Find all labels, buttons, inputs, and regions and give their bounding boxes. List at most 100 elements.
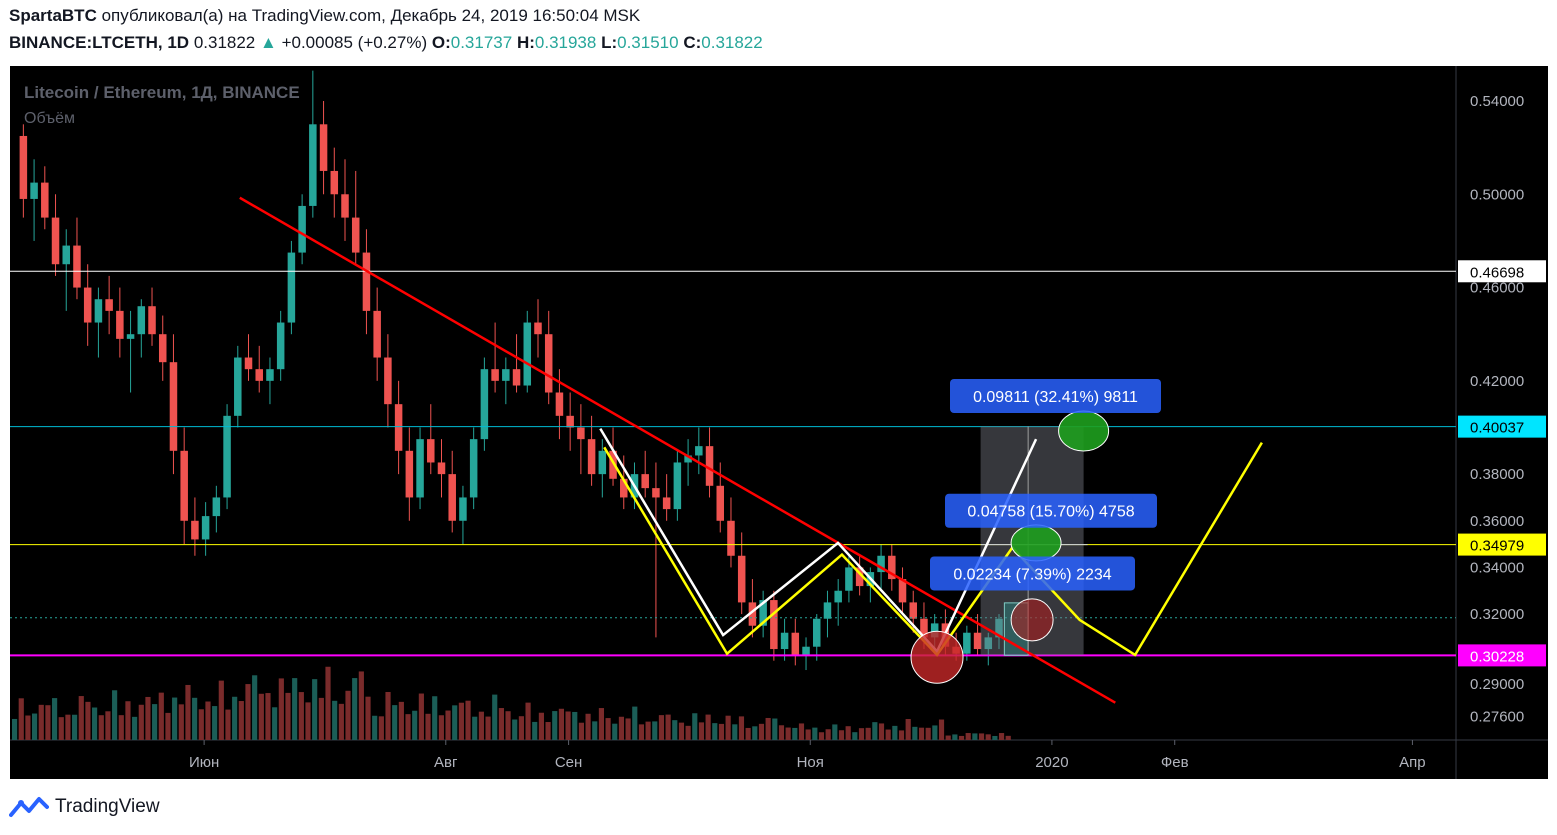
volume-bar: [405, 714, 411, 740]
volume-bar: [592, 721, 598, 740]
volume-bar: [472, 716, 478, 740]
symbol-label[interactable]: BINANCE:LTCETH, 1D: [9, 33, 190, 52]
target-circle-1[interactable]: [1010, 524, 1062, 562]
candle-body: [212, 497, 221, 517]
volume-bar: [352, 678, 358, 740]
volume-bar: [652, 721, 658, 740]
candle-body: [287, 252, 296, 323]
volume-bar: [205, 701, 211, 740]
volume-bar: [925, 727, 931, 740]
level-price-tag-magenta[interactable]: [1458, 644, 1546, 667]
candle-body: [544, 334, 553, 393]
candle-body: [652, 488, 660, 498]
volume-bar: [978, 733, 985, 740]
candle-body: [319, 124, 328, 171]
y-tick-label: 0.46000: [1470, 280, 1524, 297]
volume-bar: [958, 735, 965, 740]
volume-bar: [665, 714, 671, 740]
candle-body: [598, 450, 607, 475]
y-tick-label: 0.34000: [1470, 559, 1524, 576]
volume-bar: [878, 723, 885, 740]
stop-circle[interactable]: [910, 630, 964, 684]
level-price-tag-cyan[interactable]: [1458, 415, 1546, 438]
volume-bar: [425, 713, 431, 740]
volume-bar: [78, 696, 84, 740]
x-tick-label: Июн: [189, 754, 219, 771]
volume-bar: [138, 704, 144, 740]
volume-bar: [825, 729, 831, 740]
y-tick-label: 0.27600: [1470, 709, 1524, 726]
w-pattern-yellow[interactable]: [603, 442, 1263, 657]
volume-bar: [718, 723, 725, 740]
candle-body: [512, 369, 521, 386]
footer-brand[interactable]: TradingView: [9, 795, 160, 819]
volume-bar: [32, 713, 38, 740]
open-value: 0.31737: [450, 33, 513, 52]
candle-body: [491, 369, 499, 381]
volume-bar: [52, 698, 58, 740]
volume-bar: [25, 715, 31, 740]
candle-body: [448, 474, 456, 521]
volume-bar: [618, 716, 625, 740]
volume-bar: [185, 684, 191, 740]
candle-body: [137, 306, 146, 335]
volume-bar: [465, 700, 471, 740]
volume-bar: [518, 716, 524, 740]
volume-bar: [165, 712, 171, 740]
volume-bar: [258, 693, 264, 740]
volume-bar: [545, 722, 551, 740]
volume-bar: [585, 713, 591, 740]
volume-bar: [698, 722, 705, 740]
author-name[interactable]: SpartaBTC: [9, 6, 97, 25]
volume-bar: [645, 721, 651, 740]
volume-bar: [538, 712, 544, 740]
volume-bar: [178, 704, 184, 740]
ohlc-line: BINANCE:LTCETH, 1D 0.31822 ▲ +0.00085 (+…: [9, 33, 763, 53]
level-price-tag-yellow[interactable]: [1458, 533, 1546, 556]
volume-bar: [398, 701, 404, 740]
candle-body: [502, 369, 510, 381]
volume-bar: [485, 716, 491, 740]
volume-bar: [845, 726, 851, 740]
volume-bar: [1005, 735, 1011, 740]
volume-bar: [65, 714, 71, 740]
volume-bar: [572, 711, 578, 740]
target-circle-2[interactable]: [1058, 410, 1110, 452]
candle-body: [169, 362, 178, 451]
candle-body: [684, 455, 692, 463]
volume-bar: [685, 725, 691, 740]
downtrend-line[interactable]: [239, 196, 1116, 704]
volume-bar: [92, 707, 98, 740]
y-tick-label: 0.42000: [1470, 373, 1524, 390]
volume-bar: [672, 720, 678, 740]
candle-body: [223, 415, 231, 498]
volume-bar: [332, 700, 338, 740]
candle-body: [94, 299, 103, 323]
entry-circle[interactable]: [1010, 598, 1054, 642]
candle-body: [394, 404, 403, 451]
volume-bar: [265, 693, 271, 740]
candle-body: [416, 439, 424, 498]
candle-body: [298, 205, 306, 253]
candle-body: [116, 310, 124, 339]
volume-bar: [998, 733, 1005, 740]
close-label: C:: [683, 33, 702, 52]
candle-body: [276, 322, 285, 370]
candle-body: [791, 632, 800, 657]
volume-bar: [972, 733, 978, 740]
volume-bar: [912, 726, 918, 740]
level-price-tag-white[interactable]: [1458, 260, 1546, 283]
volume-bar: [278, 678, 284, 740]
candle-body: [191, 520, 199, 540]
volume-bar: [345, 690, 351, 740]
level-price-label-cyan: 0.40037: [1470, 420, 1524, 437]
candle-body: [823, 602, 832, 619]
volume-bar: [772, 718, 778, 740]
high-value: 0.31938: [534, 33, 597, 52]
volume-bar: [798, 723, 805, 740]
close-value: 0.31822: [701, 33, 763, 52]
published-text: опубликовал(а) на TradingView.com, Декаб…: [101, 6, 641, 25]
volume-bar: [112, 690, 118, 740]
y-tick-label: 0.38000: [1470, 466, 1524, 483]
